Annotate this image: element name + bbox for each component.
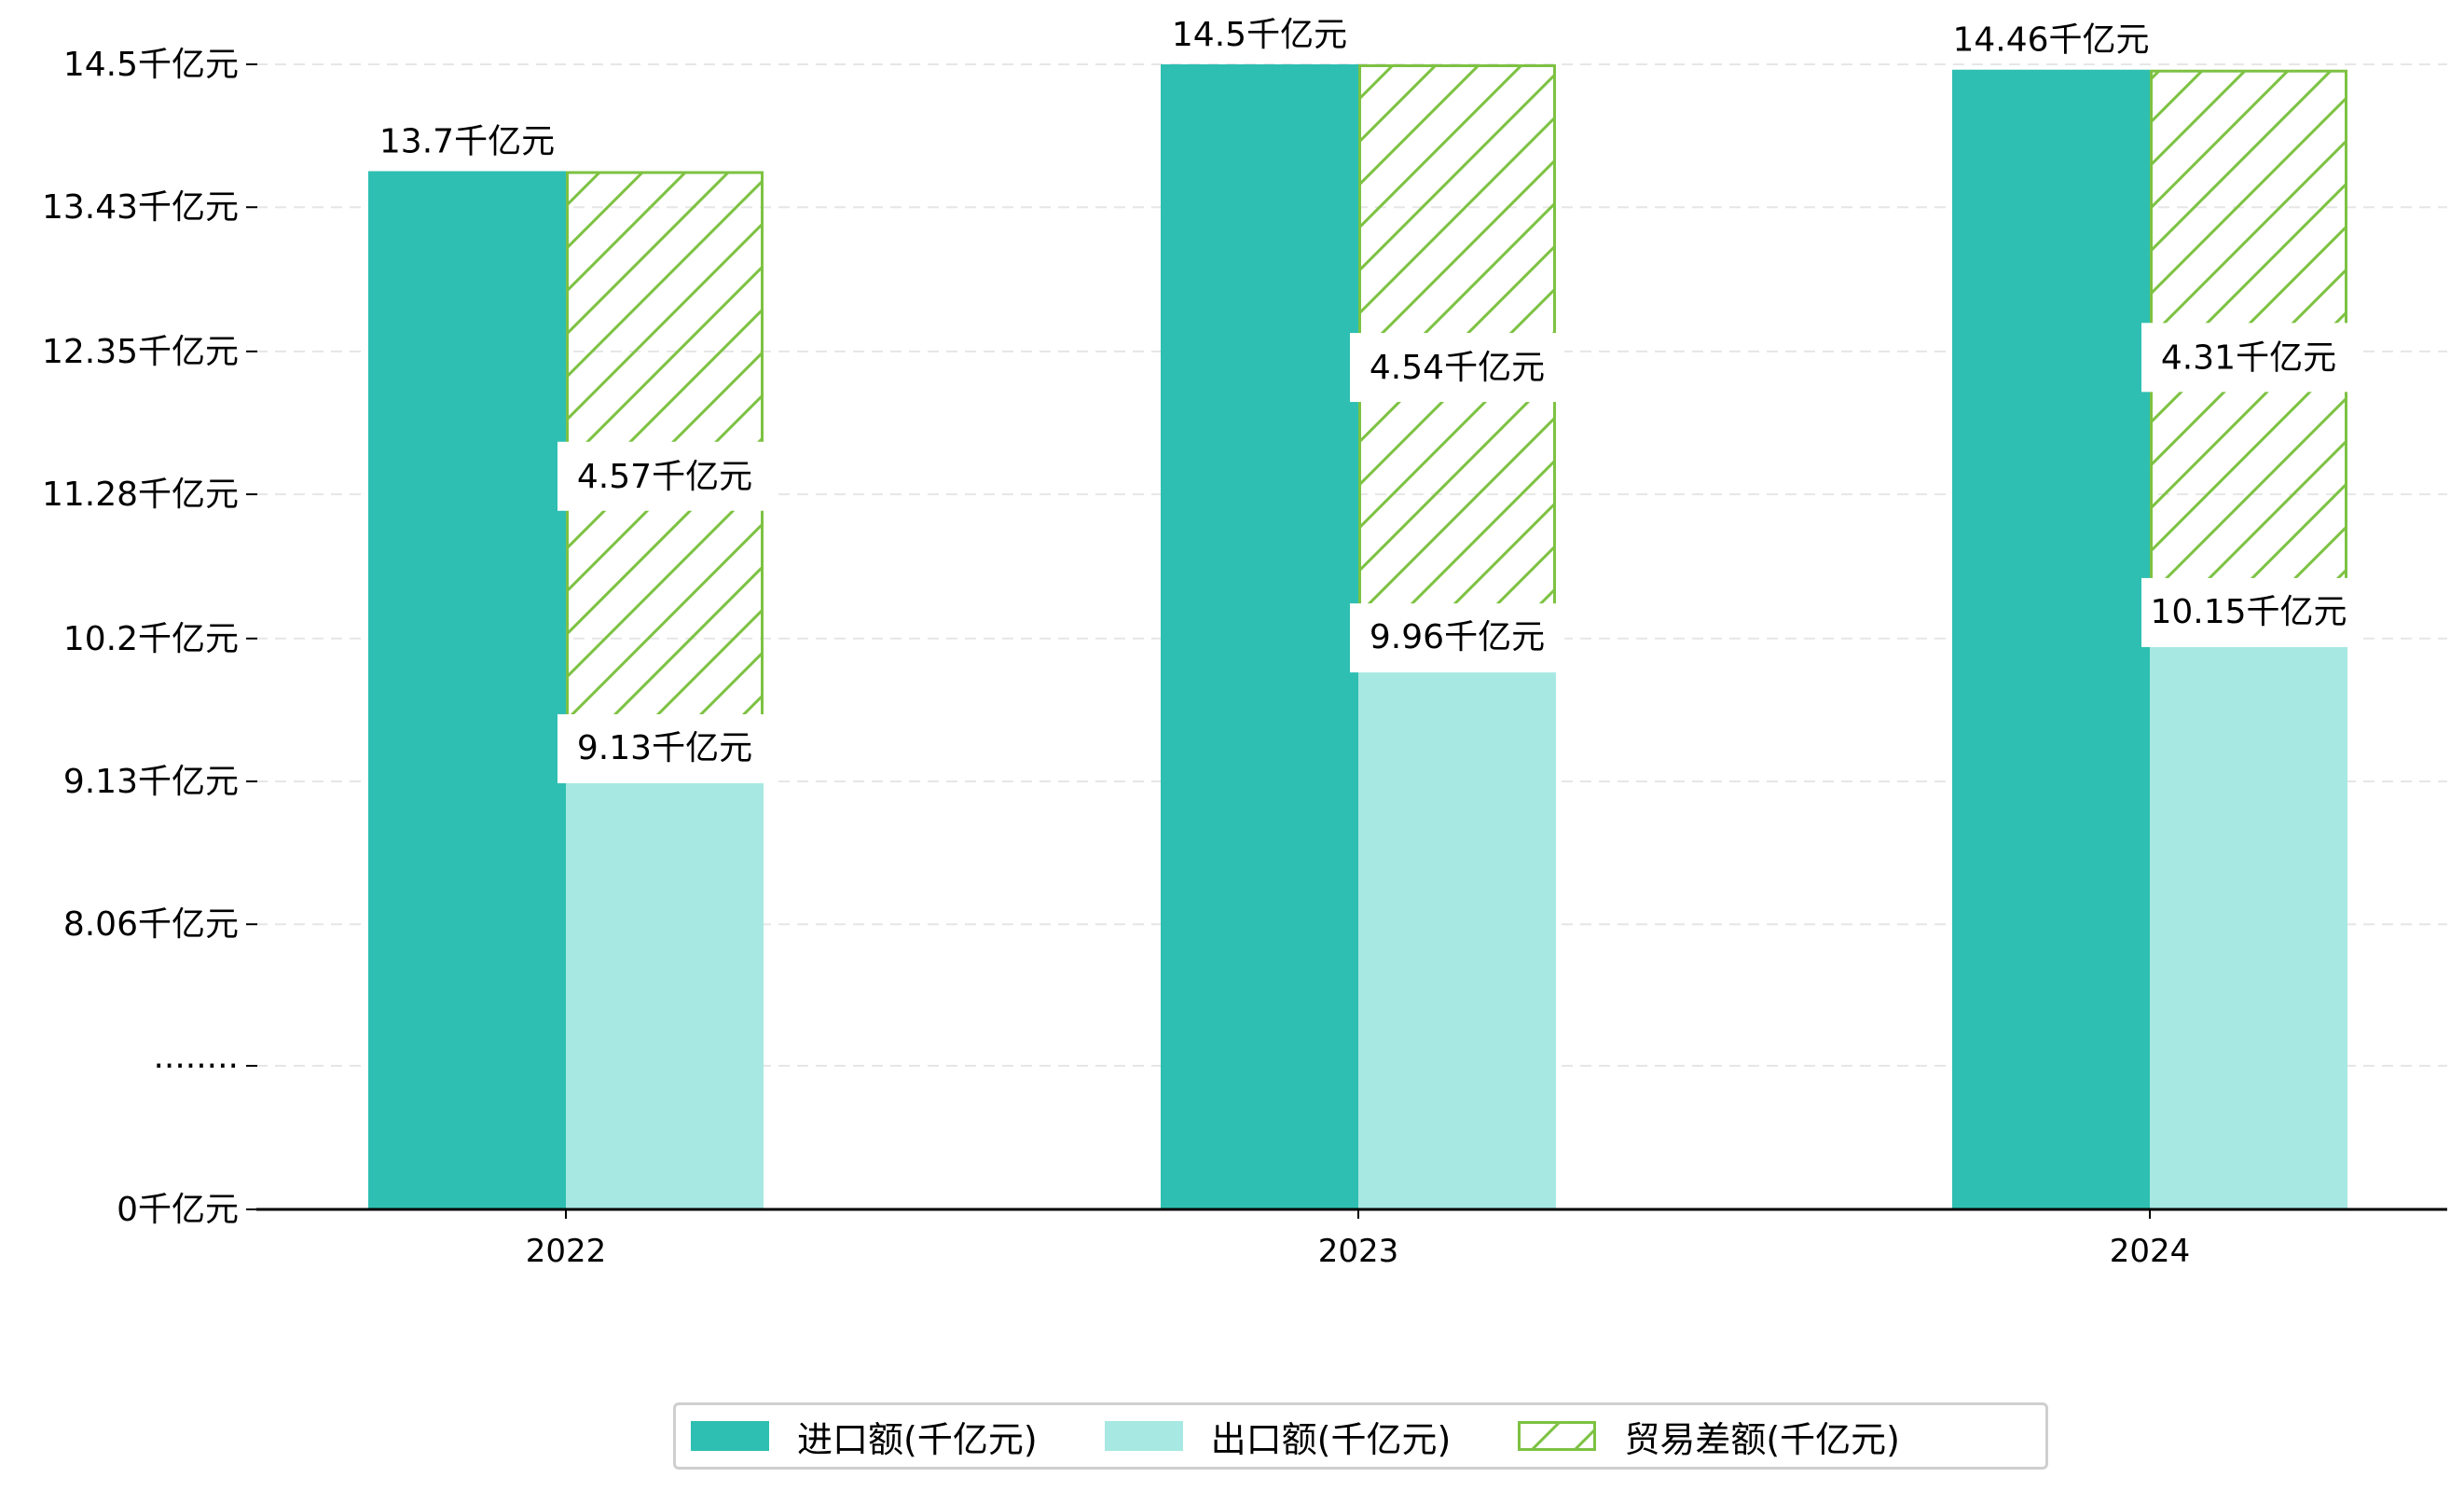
data-label-import: 13.7千亿元 xyxy=(379,123,555,161)
bar-import xyxy=(368,171,566,1209)
legend-swatch-import xyxy=(691,1421,769,1451)
y-tick-label: 14.5千亿元 xyxy=(63,46,239,84)
bar-import xyxy=(1952,69,2150,1209)
data-label-box xyxy=(1350,333,1564,403)
y-tick-label: 13.43千亿元 xyxy=(42,188,239,227)
legend-label-import: 进口额(千亿元) xyxy=(797,1418,1038,1460)
legend: 进口额(千亿元) 出口额(千亿元) 贸易差额(千亿元) xyxy=(673,1402,2048,1470)
legend-item-trade-balance: 贸易差额(千亿元) xyxy=(1503,1405,1900,1467)
data-label-box xyxy=(557,441,772,511)
bar-export xyxy=(566,780,764,1209)
x-tick-label: 2022 xyxy=(526,1233,607,1270)
y-tick-label: 10.2千亿元 xyxy=(63,620,239,658)
data-label-trade-balance: 4.57千亿元 xyxy=(577,458,752,496)
data-label-import: 14.5千亿元 xyxy=(1172,16,1347,54)
data-label-export: 9.96千亿元 xyxy=(1370,618,1545,656)
legend-label-trade-balance: 贸易差额(千亿元) xyxy=(1624,1418,1900,1460)
bar-import xyxy=(1161,64,1358,1209)
bar-export xyxy=(1358,670,1556,1209)
axes: 0千亿元 ········ 8.06千亿元 9.13千亿元 10.2千亿元 11.28千亿… xyxy=(42,46,2447,1270)
data-label-trade-balance: 4.31千亿元 xyxy=(2161,338,2336,377)
data-label-export: 9.13千亿元 xyxy=(577,729,752,767)
data-label-box xyxy=(2141,323,2356,393)
legend-label-export: 出口额(千亿元) xyxy=(1210,1418,1452,1460)
data-labels: 13.7千亿元 9.13千亿元 4.57千亿元 14.5千亿元 9.96千亿元 4.54千… xyxy=(379,16,2356,783)
data-label-box xyxy=(557,713,772,783)
x-tick-label: 2023 xyxy=(1318,1233,1399,1270)
y-tick-label: 9.13千亿元 xyxy=(63,763,239,801)
x-tick-label: 2024 xyxy=(2110,1233,2191,1270)
data-label-box xyxy=(1350,603,1564,673)
y-tick-label: 0千亿元 xyxy=(117,1191,239,1229)
y-tick-label: 12.35千亿元 xyxy=(42,333,239,371)
bar-export xyxy=(2150,644,2347,1209)
y-tick-label: ········ xyxy=(153,1047,239,1085)
y-tick-label: 11.28千亿元 xyxy=(42,476,239,514)
data-label-trade-balance: 4.54千亿元 xyxy=(1370,349,1545,387)
data-label-export: 10.15千亿元 xyxy=(2150,593,2347,631)
legend-item-import: 进口额(千亿元) xyxy=(676,1405,1038,1467)
y-tick-label: 8.06千亿元 xyxy=(63,905,239,944)
legend-item-export: 出口额(千亿元) xyxy=(1090,1405,1452,1467)
legend-swatch-export xyxy=(1104,1421,1183,1451)
data-label-box xyxy=(2141,577,2356,647)
legend-swatch-trade-balance xyxy=(1518,1421,1597,1451)
data-label-import: 14.46千亿元 xyxy=(1952,21,2149,60)
